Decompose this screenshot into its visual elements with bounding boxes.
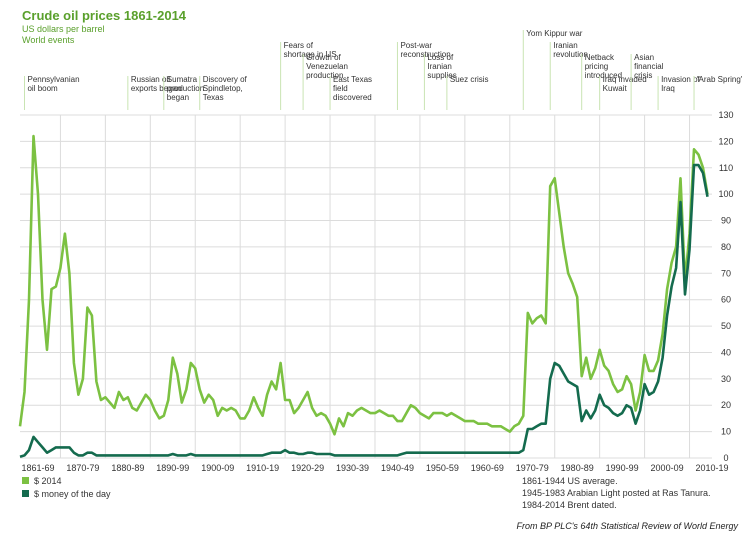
y-tick-label: 20 xyxy=(721,400,731,410)
y-tick-label: 130 xyxy=(718,110,733,120)
chart-title: Crude oil prices 1861-2014 xyxy=(22,8,187,23)
y-tick-label: 70 xyxy=(721,268,731,278)
event-label: Russian oil exports began xyxy=(131,75,182,93)
y-tick-label: 80 xyxy=(721,242,731,252)
x-tick-label: 1910-19 xyxy=(246,463,279,473)
event-label: Invasion of Iraq xyxy=(661,75,700,93)
event-label: Discovery of Spindletop, Texas xyxy=(203,75,248,102)
y-tick-label: 50 xyxy=(721,321,731,331)
source-credit: From BP PLC's 64th Statistical Review of… xyxy=(516,521,738,531)
x-tick-label: 1950-59 xyxy=(426,463,459,473)
events-heading: World events xyxy=(22,35,75,45)
series-line-money-of-day xyxy=(19,163,709,458)
event-label: Growth of Venezuelan production xyxy=(306,53,348,80)
legend-swatch xyxy=(22,477,29,484)
x-tick-label: 2010-19 xyxy=(695,463,728,473)
x-tick-label: 1870-79 xyxy=(66,463,99,473)
series-line-2014-dollars xyxy=(18,134,709,436)
y-tick-label: 120 xyxy=(718,136,733,146)
y-tick-label: 60 xyxy=(721,295,731,305)
y-tick-label: 10 xyxy=(721,427,731,437)
x-tick-label: 1980-89 xyxy=(561,463,594,473)
chart-subtitle: US dollars per barrel xyxy=(22,24,105,34)
y-tick-label: 30 xyxy=(721,374,731,384)
event-label: Fears of shortage in US xyxy=(284,41,337,59)
x-tick-label: 1880-89 xyxy=(111,463,144,473)
x-tick-label: 1890-99 xyxy=(156,463,189,473)
x-tick-label: 1970-79 xyxy=(516,463,549,473)
event-label: Asian financial crisis xyxy=(634,53,664,80)
event-label: Iranian revolution xyxy=(553,41,588,59)
event-label: Sumatra production began xyxy=(167,75,204,102)
event-label: Suez crisis xyxy=(450,75,489,84)
y-tick-label: 40 xyxy=(721,347,731,357)
x-tick-label: 1900-09 xyxy=(201,463,234,473)
event-label: Netback pricing introduced xyxy=(585,53,622,80)
y-tick-label: 0 xyxy=(723,453,728,463)
legend-swatch xyxy=(22,490,29,497)
x-tick-label: 1861-69 xyxy=(21,463,54,473)
x-tick-label: 1960-69 xyxy=(471,463,504,473)
legend-label: $ 2014 xyxy=(34,476,62,486)
source-note: 1945-1983 Arabian Light posted at Ras Ta… xyxy=(522,488,710,498)
x-tick-label: 1940-49 xyxy=(381,463,414,473)
legend-label: $ money of the day xyxy=(34,489,111,499)
x-tick-label: 1920-29 xyxy=(291,463,324,473)
source-note: 1861-1944 US average. xyxy=(522,476,618,486)
y-tick-label: 110 xyxy=(719,163,733,173)
x-tick-label: 2000-09 xyxy=(651,463,684,473)
event-label: Loss of Iranian supplies xyxy=(427,53,456,80)
event-label: Iraq invaded Kuwait xyxy=(603,75,647,93)
x-tick-label: 1990-99 xyxy=(606,463,639,473)
event-label: East Texas field discovered xyxy=(333,75,372,102)
event-label: Yom Kippur war xyxy=(526,29,583,38)
y-tick-label: 100 xyxy=(718,189,733,199)
x-tick-label: 1930-39 xyxy=(336,463,369,473)
event-label: Post-war reconstruction xyxy=(400,41,450,59)
event-label: 'Arab Spring' xyxy=(697,75,743,84)
source-note: 1984-2014 Brent dated. xyxy=(522,500,617,510)
y-tick-label: 90 xyxy=(721,216,731,226)
event-label: Pennsylvanian oil boom xyxy=(27,75,79,93)
